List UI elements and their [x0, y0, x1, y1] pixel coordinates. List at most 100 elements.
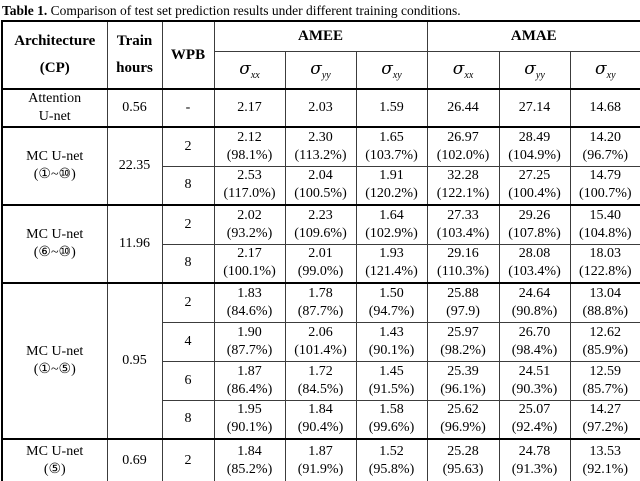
metric-value: 1.83 — [237, 285, 262, 301]
metric-percent: (113.2%) — [294, 147, 347, 163]
metric-percent: (103.7%) — [365, 147, 418, 163]
metric-cell: 25.07 (92.4%) — [498, 399, 571, 440]
sigma-subscript: yy — [535, 69, 545, 81]
metric-cell: 32.28 (122.1%) — [426, 165, 500, 206]
metric-value: 27.25 — [518, 168, 551, 184]
metric-value: 26.70 — [518, 324, 551, 340]
metric-value: 2.17 — [237, 246, 262, 262]
metric-percent: (104.9%) — [508, 147, 561, 163]
metric-cell: 24.64 (90.8%) — [498, 282, 571, 323]
sigma-symbol: σ — [452, 58, 465, 79]
architecture-header-lines: Architecture (CP) — [3, 22, 106, 88]
metric-cell: 2.30 (113.2%) — [284, 126, 357, 167]
metric-percent: (98.4%) — [511, 342, 558, 358]
sigma-symbol: σ — [310, 58, 322, 79]
metric-cell: 28.08 (103.4%) — [498, 243, 571, 284]
metric-cell: 28.49 (104.9%) — [498, 126, 571, 167]
metric-value: 1.87 — [237, 363, 262, 379]
metric-percent: (96.1%) — [440, 381, 486, 397]
col-header-amae-sigma-yy: σyy — [498, 50, 571, 90]
metric-value: 1.84 — [308, 402, 333, 418]
wpb-cell: 8 — [161, 165, 215, 206]
metric-cell: 14.79 (100.7%) — [569, 165, 640, 206]
table-row: 8 2.17 (100.1%) 2.01 (99.0%) 1.93 (121.4%) … — [2, 243, 640, 284]
metric-percent: (91.5%) — [368, 381, 415, 397]
metric-value: 1.95 — [237, 402, 262, 418]
metric-percent: (100.1%) — [223, 264, 276, 280]
metric-percent: (99.0%) — [297, 264, 344, 280]
metric-value: 27.14 — [518, 100, 551, 115]
metric-cell: 1.59 — [355, 88, 428, 128]
metric-value: 1.43 — [379, 324, 404, 340]
metric-cell: 1.65 (103.7%) — [355, 126, 428, 167]
wpb-cell: 8 — [161, 399, 215, 440]
architecture-cell: MC U-net (⑤) — [1, 438, 108, 481]
metric-percent: (107.8%) — [508, 225, 561, 241]
metric-percent: (86.4%) — [226, 381, 273, 397]
metric-value: 29.16 — [447, 246, 479, 262]
metric-percent: (96.9%) — [440, 420, 486, 436]
metric-value: 14.27 — [589, 402, 622, 418]
architecture-cell: MC U-net (①~⑩) — [1, 126, 108, 206]
sigma-symbol: σ — [239, 58, 251, 79]
metric-value: 1.93 — [379, 246, 404, 262]
metric-cell: 1.45 (91.5%) — [355, 360, 428, 401]
sigma-subscript: xy — [392, 69, 402, 81]
metric-percent: (122.8%) — [579, 264, 632, 280]
metric-value: 2.06 — [308, 324, 333, 340]
metric-value: 32.28 — [447, 168, 479, 184]
wpb-cell: 2 — [161, 282, 215, 323]
metric-value: 27.33 — [447, 207, 479, 223]
metric-value: 2.02 — [237, 207, 262, 223]
metric-cell: 13.53 (92.1%) — [569, 438, 640, 481]
metric-cell: 15.40 (104.8%) — [569, 204, 640, 245]
metric-cell: 2.23 (109.6%) — [284, 204, 357, 245]
metric-percent: (95.63) — [442, 462, 484, 477]
metric-cell: 1.78 (87.7%) — [284, 282, 357, 323]
metric-value: 1.58 — [379, 402, 404, 418]
sigma-symbol: σ — [381, 58, 393, 79]
table-row: Attention U-net 0.56 - 2.17 2.03 1.59 26… — [1, 88, 640, 128]
architecture-line1: MC U-net — [26, 344, 84, 359]
metric-percent: (85.9%) — [582, 342, 629, 358]
metric-percent: (98.1%) — [226, 147, 273, 163]
metric-percent: (94.7%) — [368, 303, 415, 319]
table-row: MC U-net (①~⑤) 0.95 2 1.83 (84.6%) 1.78 (8… — [1, 282, 640, 440]
col-header-amee-sigma-xy: σxy — [355, 50, 428, 90]
metric-value: 25.39 — [447, 363, 479, 379]
metric-cell: 25.97 (98.2%) — [426, 321, 500, 362]
architecture-line2: U-net — [38, 109, 71, 124]
metric-cell: 1.64 (102.9%) — [355, 204, 428, 245]
sigma-symbol: σ — [524, 58, 536, 79]
col-header-amee: AMEE — [213, 20, 428, 52]
metric-cell: 2.04 (100.5%) — [284, 165, 357, 206]
metric-cell: 1.93 (121.4%) — [355, 243, 428, 284]
wpb-cell: 2 — [161, 438, 215, 481]
metric-percent: (85.2%) — [226, 462, 273, 477]
metric-value: 1.78 — [308, 285, 333, 301]
metric-percent: (100.7%) — [579, 186, 632, 202]
metric-cell: 1.91 (120.2%) — [355, 165, 428, 206]
wpb-cell: - — [161, 88, 215, 128]
metric-value: 2.23 — [308, 207, 333, 223]
metric-value: 14.68 — [589, 100, 622, 115]
architecture-cell: MC U-net (①~⑤) — [1, 282, 108, 440]
metric-cell: 25.88 (97.9) — [426, 282, 500, 323]
metric-cell: 14.27 (97.2%) — [569, 399, 640, 440]
metric-value: 2.03 — [308, 100, 333, 115]
metric-value: 15.40 — [589, 207, 622, 223]
metric-cell: 26.97 (102.0%) — [426, 126, 500, 167]
col-header-amae-sigma-xy: σxy — [569, 50, 640, 90]
metric-percent: (93.2%) — [226, 225, 273, 241]
metric-cell: 26.70 (98.4%) — [498, 321, 571, 362]
metric-cell: 14.20 (96.7%) — [569, 126, 640, 167]
col-header-wpb: WPB — [161, 20, 215, 90]
metric-cell: 1.95 (90.1%) — [213, 399, 286, 440]
metric-cell: 25.28 (95.63) — [426, 438, 500, 481]
metric-value: 24.51 — [518, 363, 551, 379]
metric-value: 12.62 — [589, 324, 622, 340]
metric-value: 25.62 — [447, 402, 479, 418]
col-header-amae-sigma-xx: σxx — [426, 50, 500, 90]
sigma-subscript: xy — [606, 69, 616, 81]
architecture-line2: (⑤) — [43, 462, 66, 477]
